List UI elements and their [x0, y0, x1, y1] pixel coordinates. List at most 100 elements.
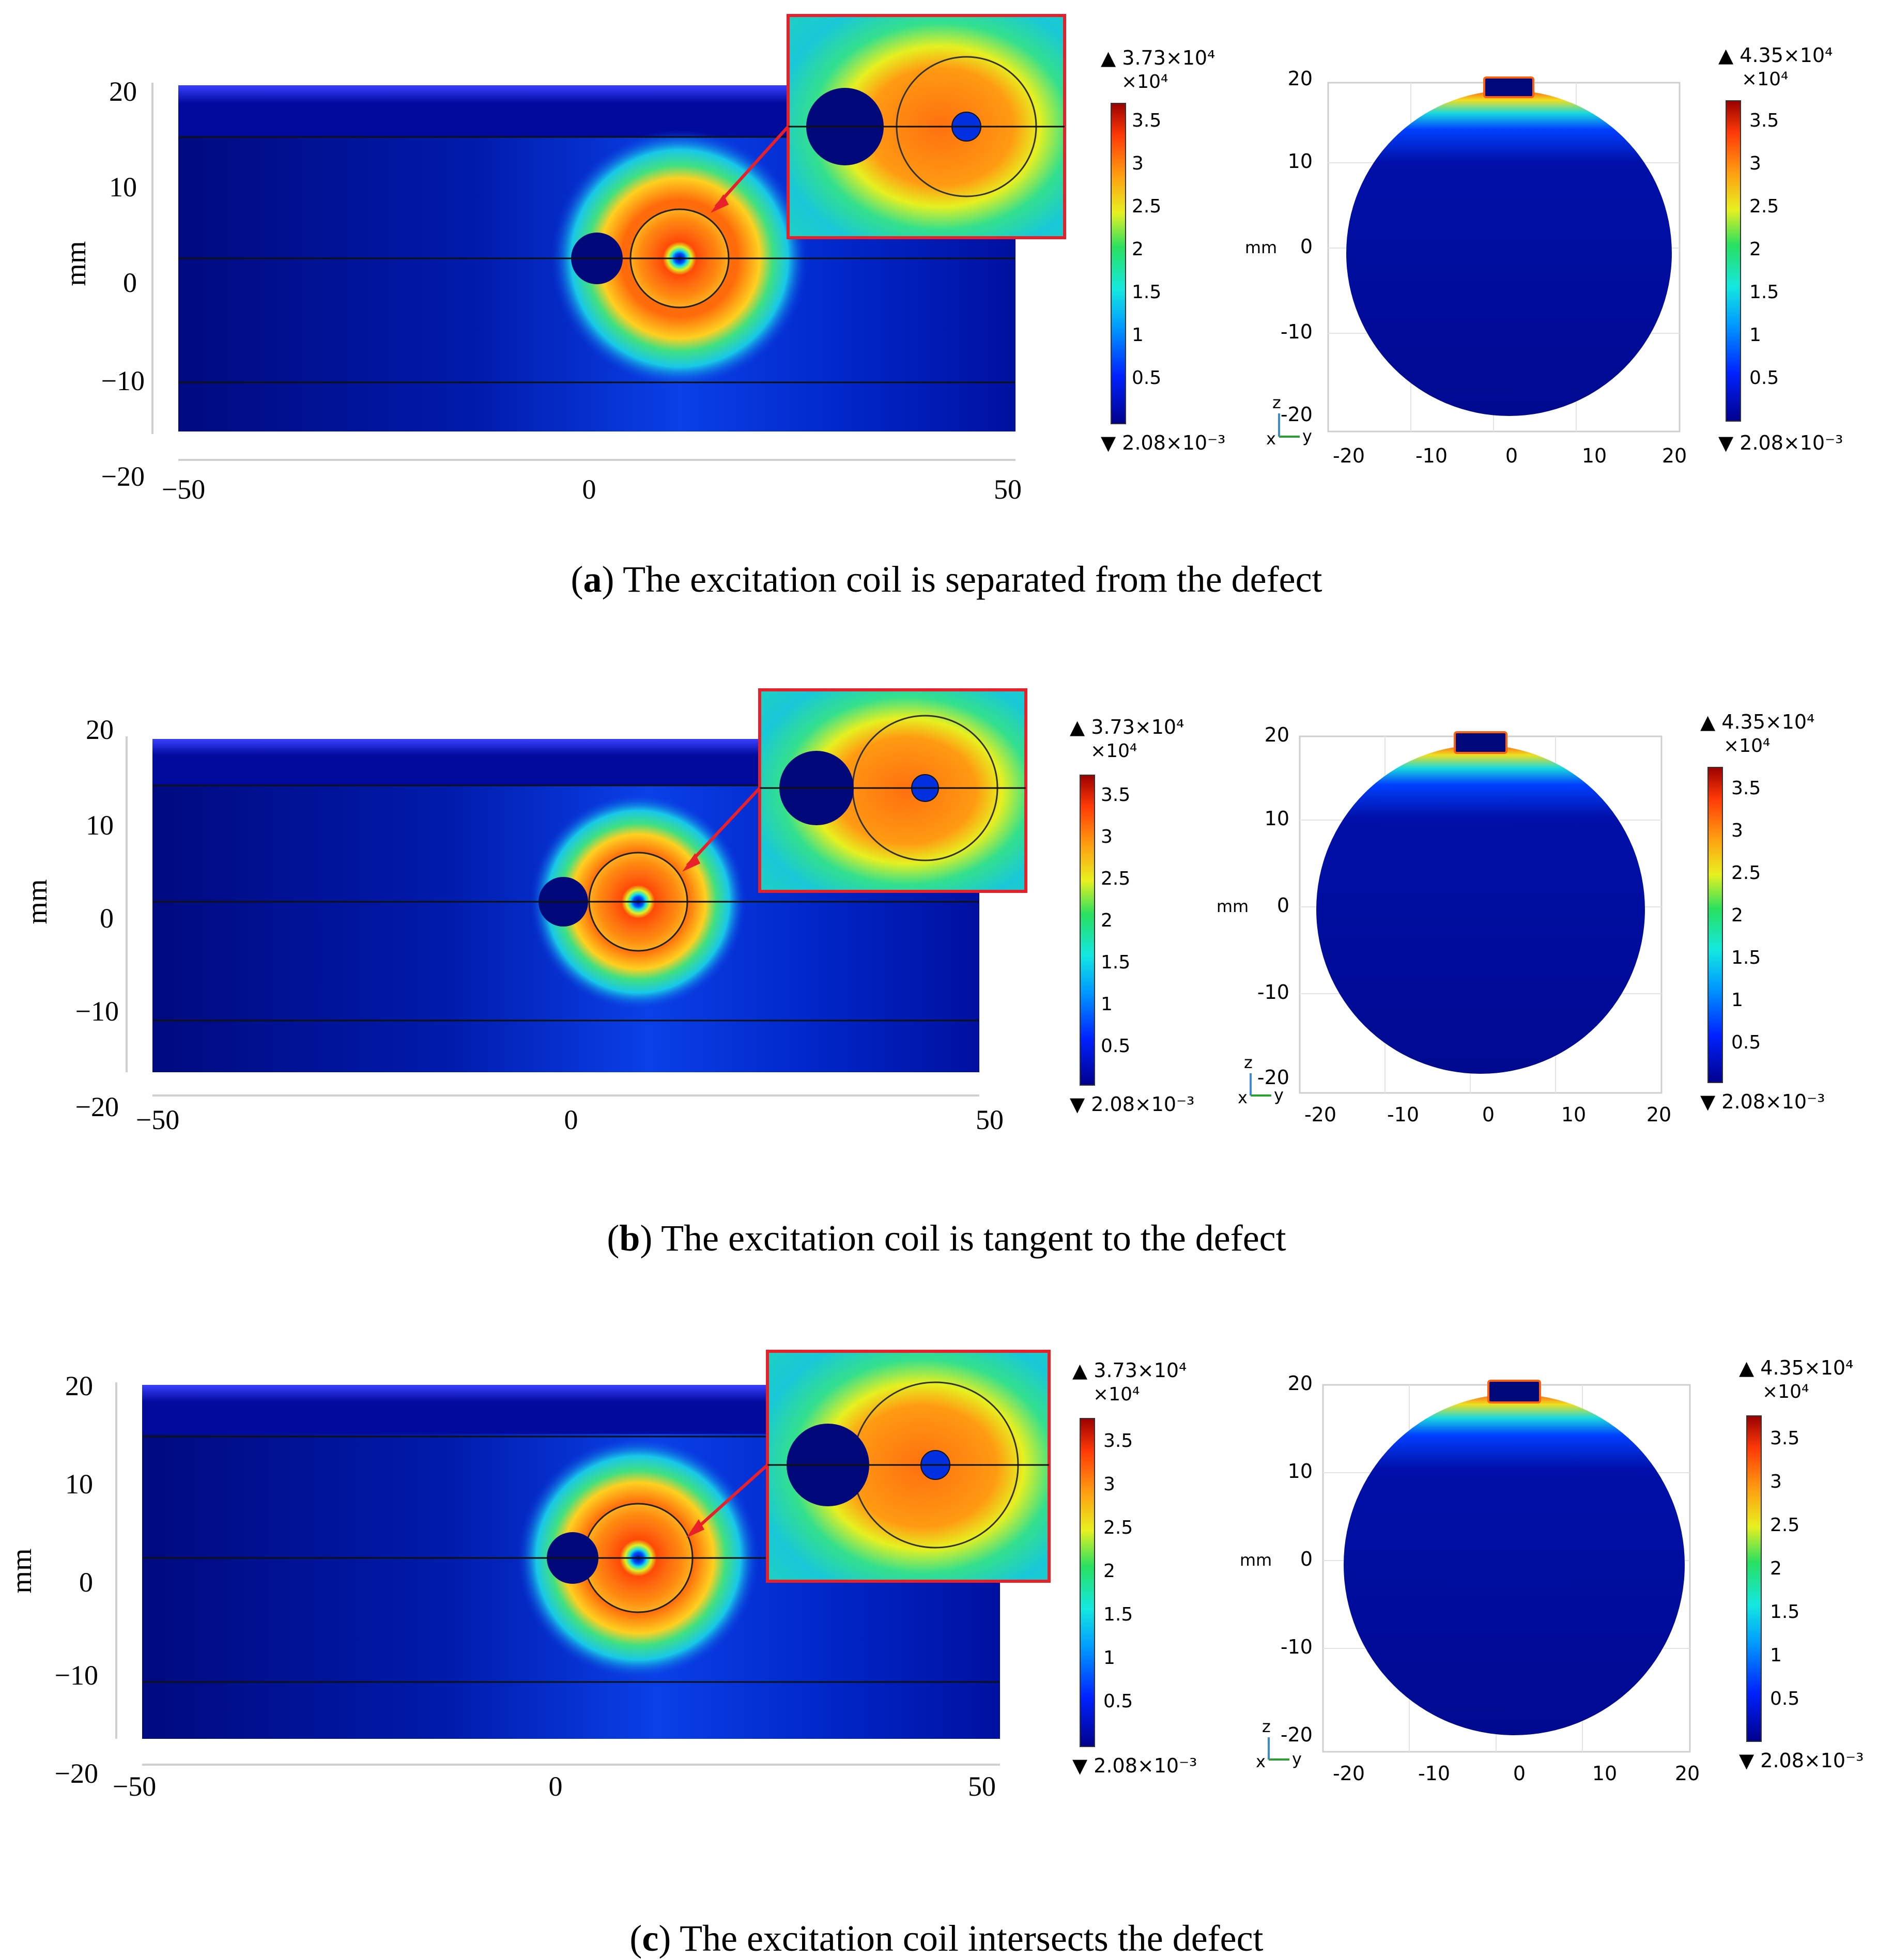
colorbar-scale	[1726, 100, 1741, 422]
ytick: 20	[109, 76, 137, 107]
colorbar-tick: 1.5	[1101, 952, 1130, 973]
axis-triad-icon: z x y	[1238, 1053, 1284, 1107]
xtick: 0	[564, 1104, 578, 1135]
ytick: -20	[1257, 1066, 1289, 1089]
callout-arrow	[691, 1463, 769, 1534]
panel-c-figure: mm 20 10 0 −10 −20 −50 0 50 ▲ 3.73×10⁴ ×…	[6, 1350, 1864, 1802]
xtick: 0	[549, 1771, 563, 1802]
callout-arrow	[714, 125, 790, 208]
colorbar-unit: ×10⁴	[1093, 1384, 1140, 1405]
colorbar-tick: 2.5	[1103, 1517, 1133, 1538]
ytick: 20	[65, 1370, 93, 1401]
ytick: 10	[65, 1469, 93, 1500]
colorbar-tick: 1.5	[1132, 282, 1161, 303]
axis-z-label: z	[1244, 1053, 1253, 1072]
pipe-cross-section	[1316, 745, 1645, 1074]
colorbar-tick: 0.5	[1770, 1688, 1799, 1709]
colorbar-tick: 2	[1132, 239, 1144, 260]
xtick: -20	[1333, 444, 1365, 467]
colorbar-scale	[1080, 775, 1095, 1086]
colorbar-tick: 3.5	[1101, 784, 1130, 806]
zoom-inset	[686, 1350, 1051, 1583]
ytick: 10	[86, 810, 114, 841]
right-colorbar: ▲ 4.35×10⁴ ×10⁴ 3.5 3 2.5 2 1.5 1 0.5 ▼ …	[1739, 1356, 1864, 1772]
colorbar-tick: 3	[1770, 1471, 1782, 1492]
colorbar-unit: ×10⁴	[1723, 735, 1770, 757]
ytick: −20	[55, 1758, 98, 1789]
colorbar-unit: ×10⁴	[1762, 1381, 1809, 1402]
colorbar-max: ▲ 3.73×10⁴	[1070, 716, 1184, 738]
xtick: -10	[1418, 1762, 1450, 1785]
ytick: -20	[1281, 1723, 1313, 1746]
colorbar-tick: 1.5	[1731, 947, 1761, 968]
right-colorbar: ▲ 4.35×10⁴ ×10⁴ 3.5 3 2.5 2 1.5 1 0.5 ▼ …	[1700, 711, 1825, 1113]
cross-section-defect	[1487, 1380, 1541, 1403]
colorbar-tick: 3.5	[1770, 1428, 1799, 1449]
panel-letter: b	[619, 1217, 640, 1259]
right-ylabel: mm	[1240, 1550, 1272, 1570]
right-cross-section-plot: 20 10 0 -10 -20 mm -20 -10 0 10 20 z x y	[1217, 723, 1671, 1126]
cross-section-defect	[1483, 76, 1534, 98]
axis-x-label: x	[1266, 429, 1276, 449]
colorbar-unit: ×10⁴	[1742, 69, 1788, 90]
left-colorbar: ▲ 3.73×10⁴ ×10⁴ 3.5 3 2.5 2 1.5 1 0.5 ▼ …	[1072, 1359, 1197, 1777]
colorbar-max: ▲ 3.73×10⁴	[1101, 47, 1215, 69]
colorbar-tick: 0.5	[1731, 1032, 1761, 1053]
colorbar-min: ▼ 2.08×10⁻³	[1070, 1093, 1194, 1116]
left-ylabel: mm	[60, 241, 92, 286]
left-ylabel: mm	[21, 879, 53, 924]
axis-triad-icon: z x y	[1266, 393, 1312, 449]
ytick: 0	[1300, 1548, 1313, 1570]
xtick: −50	[113, 1771, 156, 1802]
left-colorbar: ▲ 3.73×10⁴ ×10⁴ 3.5 3 2.5 2 1.5 1 0.5 ▼ …	[1070, 716, 1194, 1116]
right-cross-section-plot: 20 10 0 -10 -20 mm -20 -10 0 10 20 z x y	[1240, 1372, 1700, 1785]
ytick: 0	[1277, 894, 1289, 917]
ytick: 0	[1300, 235, 1313, 258]
ytick: −10	[101, 365, 145, 396]
right-ylabel: mm	[1245, 238, 1277, 257]
cross-section-defect	[1454, 731, 1507, 754]
panel-letter: a	[583, 559, 602, 600]
panel-caption: (a) The excitation coil is separated fro…	[571, 559, 1322, 600]
colorbar-tick: 1	[1749, 325, 1761, 346]
arrow-head-icon	[686, 1519, 704, 1538]
xtick: 50	[994, 474, 1022, 505]
left-field-plot: mm 20 10 0 −10 −20 −50 0 50	[21, 714, 1004, 1135]
colorbar-tick: 2.5	[1731, 862, 1761, 884]
xtick: 50	[968, 1771, 996, 1802]
colorbar-unit: ×10⁴	[1121, 71, 1168, 92]
ytick: 0	[100, 903, 114, 934]
colorbar-max: ▲ 3.73×10⁴	[1072, 1359, 1187, 1382]
colorbar-tick: 1	[1101, 994, 1113, 1015]
colorbar-tick: 2.5	[1132, 196, 1161, 217]
pipe-cross-section	[1346, 90, 1672, 416]
colorbar-tick: 2	[1103, 1561, 1115, 1582]
colorbar-min: ▼ 2.08×10⁻³	[1718, 431, 1843, 454]
xtick: −50	[136, 1104, 179, 1135]
colorbar-tick: 3.5	[1103, 1430, 1133, 1452]
colorbar-min: ▼ 2.08×10⁻³	[1739, 1749, 1864, 1772]
ytick: 20	[1265, 723, 1289, 746]
panel-caption: (c) The excitation coil intersects the d…	[629, 1918, 1264, 1959]
xtick: 20	[1662, 444, 1687, 467]
zoom-inset	[682, 688, 1027, 893]
xtick: 20	[1646, 1103, 1671, 1126]
right-ylabel: mm	[1217, 897, 1249, 916]
callout-arrow	[686, 786, 761, 867]
ytick: -10	[1281, 1635, 1313, 1658]
caption-text: The excitation coil is separated from th…	[623, 559, 1322, 600]
ytick: −10	[55, 1660, 98, 1691]
axis-y-label: y	[1302, 426, 1312, 446]
ytick: −20	[75, 1091, 119, 1122]
ytick: 10	[1288, 150, 1313, 173]
colorbar-tick: 0.5	[1103, 1691, 1133, 1712]
colorbar-scale	[1707, 767, 1723, 1083]
xtick: 0	[582, 474, 596, 505]
colorbar-tick: 3	[1103, 1474, 1115, 1495]
zoom-inset	[711, 14, 1066, 239]
colorbar-tick: 1	[1132, 325, 1144, 346]
colorbar-tick: 2	[1749, 239, 1761, 260]
right-colorbar: ▲ 4.35×10⁴ ×10⁴ 3.5 3 2.5 2 1.5 1 0.5 ▼ …	[1718, 44, 1843, 454]
ytick: -10	[1281, 320, 1313, 343]
panel-letter: c	[642, 1918, 659, 1959]
